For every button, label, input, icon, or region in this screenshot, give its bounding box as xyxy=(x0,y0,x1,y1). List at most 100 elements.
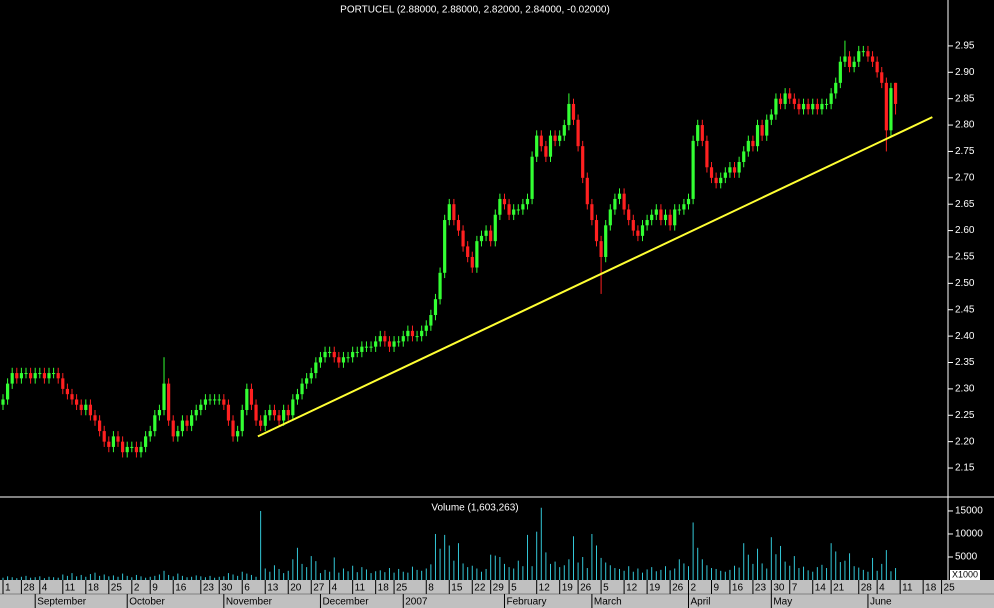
candle-body xyxy=(295,394,300,400)
candle-body xyxy=(259,420,263,426)
candle-body xyxy=(765,119,769,136)
month-label: 2007 xyxy=(405,597,428,608)
candle-body xyxy=(406,330,410,337)
x-tick-label: 7 xyxy=(792,583,798,594)
candle-body xyxy=(755,125,760,147)
candle-body xyxy=(640,225,645,236)
candle-body xyxy=(125,446,129,453)
candle-body xyxy=(443,220,447,273)
candle-body xyxy=(88,404,93,416)
candle-body xyxy=(797,103,801,110)
candle-body xyxy=(323,351,327,358)
candle-body xyxy=(121,441,125,453)
candle-body xyxy=(383,336,387,342)
month-label: May xyxy=(773,597,792,608)
candle-body xyxy=(636,230,640,236)
candle-body xyxy=(438,272,442,300)
candle-body xyxy=(213,399,217,401)
candle-body xyxy=(180,420,185,432)
candle-body xyxy=(286,409,290,416)
x-tick-label: 11 xyxy=(355,583,366,594)
x-tick-label: 21 xyxy=(833,583,845,594)
x-tick-label: 2 xyxy=(134,583,140,594)
candle-body xyxy=(392,341,396,347)
candle-body xyxy=(102,431,106,442)
candle-body xyxy=(682,204,686,210)
x-tick-label: 5 xyxy=(603,583,609,594)
candle-body xyxy=(263,415,267,426)
y-tick-label: 2.20 xyxy=(955,436,975,447)
x-tick-label: 9 xyxy=(152,583,158,594)
x-tick-label: 30 xyxy=(773,583,785,594)
candle-body xyxy=(613,198,617,210)
candle-body xyxy=(866,51,870,57)
candle-body xyxy=(558,135,562,141)
candle-body xyxy=(654,209,658,215)
candle-body xyxy=(774,98,778,115)
candle-body xyxy=(769,114,773,120)
candle-body xyxy=(700,125,704,141)
candle-body xyxy=(305,378,309,384)
candle-body xyxy=(838,61,842,83)
y-tick-label: 2.85 xyxy=(955,93,975,104)
month-label: March xyxy=(594,597,622,608)
candle-body xyxy=(70,394,74,400)
candle-body xyxy=(553,135,557,141)
candle-body xyxy=(203,399,208,405)
x-tick-label: 11 xyxy=(902,583,913,594)
x-tick-label: 25 xyxy=(396,583,408,594)
candle-body xyxy=(801,103,806,110)
candle-body xyxy=(622,193,626,210)
x-tick-label: 13 xyxy=(267,583,279,594)
candle-body xyxy=(452,204,456,221)
y-tick-label: 5000 xyxy=(955,552,978,563)
candle-body xyxy=(489,230,493,242)
candle-body xyxy=(714,177,718,184)
candle-body xyxy=(875,61,879,73)
x-tick-label: 23 xyxy=(755,583,767,594)
candle-body xyxy=(194,409,198,416)
candle-body xyxy=(19,373,23,379)
candle-body xyxy=(751,140,755,147)
candle-body xyxy=(236,431,240,437)
candle-body xyxy=(709,167,714,178)
candle-body xyxy=(502,198,507,205)
candle-body xyxy=(42,373,46,379)
candle-body xyxy=(318,357,323,363)
candle-body xyxy=(341,357,346,363)
candle-body xyxy=(571,103,576,120)
x-tick-label: 25 xyxy=(944,583,956,594)
candle-body xyxy=(134,446,139,453)
candle-body xyxy=(535,135,539,157)
candle-body xyxy=(378,336,382,342)
candle-body xyxy=(56,373,60,379)
candle-body xyxy=(760,125,764,136)
candle-body xyxy=(226,404,231,421)
candle-body xyxy=(645,220,649,226)
candle-body xyxy=(144,436,148,447)
x-tick-label: 15 xyxy=(451,583,463,594)
x-tick-label: 4 xyxy=(332,583,338,594)
month-label: September xyxy=(37,597,87,608)
x-tick-label: 25 xyxy=(111,583,123,594)
candle-body xyxy=(461,230,465,247)
candle-body xyxy=(806,103,810,110)
candle-body xyxy=(369,346,373,348)
candle-body xyxy=(723,172,727,178)
x-tick-label: 12 xyxy=(626,583,638,594)
candle-body xyxy=(38,373,42,375)
candle-body xyxy=(93,415,97,421)
volume-title: Volume (1,603,263) xyxy=(431,503,518,514)
candle-body xyxy=(581,146,585,178)
candle-body xyxy=(728,167,732,173)
y-tick-label: 10000 xyxy=(955,529,983,540)
candle-body xyxy=(456,220,461,231)
candle-body xyxy=(820,103,824,110)
candle-body xyxy=(314,362,318,374)
y-tick-label: 2.50 xyxy=(955,278,975,289)
candle-body xyxy=(567,103,571,126)
y-tick-label: 2.65 xyxy=(955,199,975,210)
candle-body xyxy=(171,420,175,437)
x-tick-label: 8 xyxy=(428,583,434,594)
candle-body xyxy=(5,383,10,400)
